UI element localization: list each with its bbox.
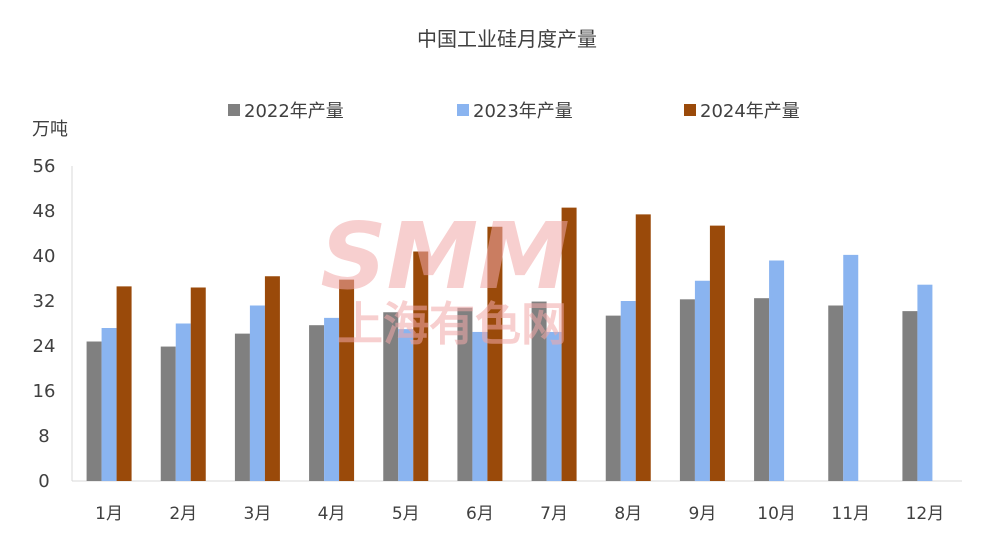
- bar: [234, 333, 250, 481]
- y-axis-ticks: 0 8 16 24 32 40 48 56: [33, 156, 56, 492]
- bar: [694, 280, 710, 481]
- bar: [605, 315, 621, 481]
- bar: [635, 214, 651, 481]
- x-tick-label: 12月: [906, 504, 945, 524]
- bar: [546, 331, 562, 481]
- y-axis-unit: 万吨: [32, 119, 68, 140]
- bar: [309, 325, 325, 481]
- bar: [190, 287, 206, 481]
- bar: [917, 284, 933, 481]
- bar: [531, 301, 547, 481]
- legend: 2022年产量 2023年产量 2024年产量: [228, 101, 800, 122]
- bars: [86, 207, 933, 481]
- y-tick-label: 32: [33, 291, 56, 312]
- bar: [383, 312, 399, 481]
- bar: [709, 225, 725, 481]
- bar: [116, 286, 132, 481]
- chart-title: 中国工业硅月度产量: [417, 27, 597, 51]
- legend-label: 2022年产量: [244, 101, 344, 122]
- bar: [487, 226, 503, 481]
- bar: [86, 341, 102, 481]
- legend-swatch: [457, 104, 469, 116]
- bar: [339, 279, 355, 481]
- watermark-subtext: 上海有色网: [337, 297, 567, 351]
- x-tick-label: 10月: [757, 504, 796, 524]
- y-tick-label: 48: [33, 201, 56, 222]
- y-tick-label: 8: [38, 426, 49, 447]
- x-tick-label: 4月: [318, 504, 346, 524]
- bar: [679, 299, 695, 481]
- bar: [413, 251, 429, 481]
- bar: [561, 207, 577, 481]
- bar: [101, 328, 117, 481]
- y-tick-label: 16: [33, 381, 56, 402]
- x-axis-categories: 1月 2月 3月 4月 5月 6月 7月 8月 9月 10月 11月 12月: [95, 504, 944, 524]
- bar: [769, 260, 785, 481]
- x-tick-label: 5月: [392, 504, 420, 524]
- legend-label: 2024年产量: [700, 101, 800, 122]
- smm-watermark: SMM 上海有色网: [320, 203, 569, 351]
- bar: [457, 307, 473, 481]
- x-tick-label: 7月: [540, 504, 568, 524]
- bar: [398, 329, 414, 481]
- y-tick-label: 24: [33, 336, 56, 357]
- bar: [472, 331, 488, 481]
- legend-swatch: [228, 104, 240, 116]
- bar: [902, 311, 918, 481]
- bar: [249, 305, 265, 481]
- x-tick-label: 8月: [614, 504, 642, 524]
- y-tick-label: 56: [33, 156, 56, 177]
- bar: [620, 301, 636, 481]
- x-tick-label: 11月: [831, 504, 870, 524]
- y-tick-label: 40: [33, 246, 56, 267]
- bar: [754, 298, 770, 481]
- bar: [160, 346, 176, 481]
- bar: [264, 276, 280, 481]
- x-tick-label: 6月: [466, 504, 494, 524]
- legend-label: 2023年产量: [473, 101, 573, 122]
- x-tick-label: 3月: [244, 504, 272, 524]
- x-tick-label: 2月: [169, 504, 197, 524]
- legend-swatch: [684, 104, 696, 116]
- watermark-logo: SMM: [320, 203, 569, 310]
- x-tick-label: 1月: [95, 504, 123, 524]
- bar: [175, 323, 191, 481]
- bar: [324, 317, 340, 481]
- y-tick-label: 0: [38, 471, 49, 492]
- bar: [843, 254, 859, 481]
- bar: [828, 305, 844, 481]
- x-tick-label: 9月: [689, 504, 717, 524]
